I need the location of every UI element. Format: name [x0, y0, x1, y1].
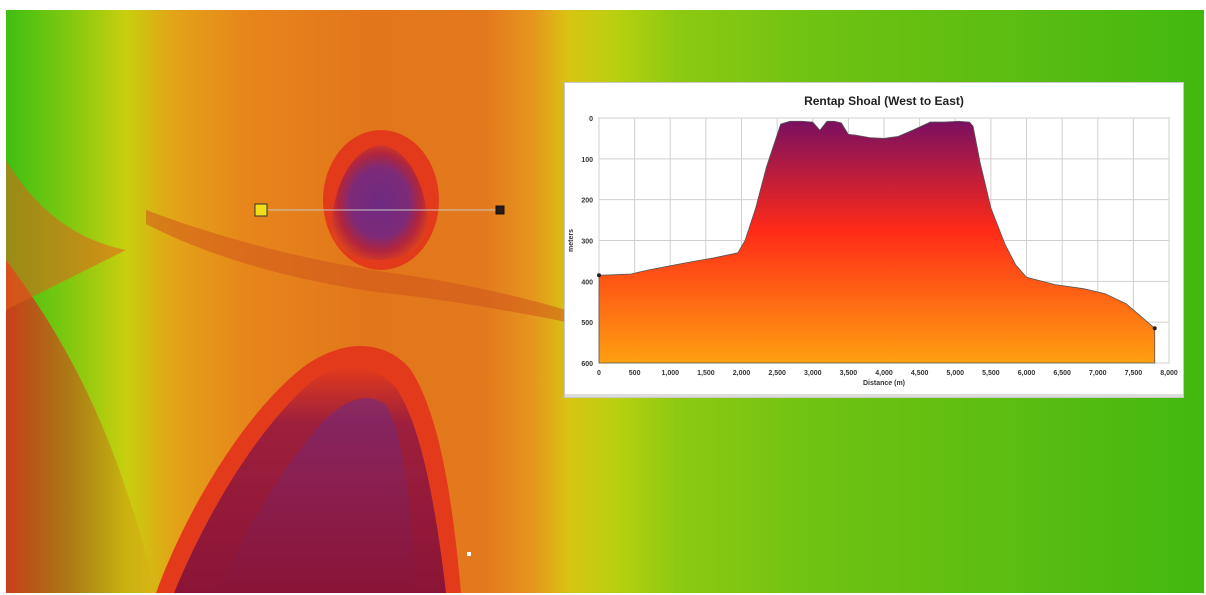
- map-marker[interactable]: [467, 552, 471, 556]
- x-tick-label: 4,500: [911, 370, 929, 377]
- x-tick-label: 0: [597, 370, 601, 377]
- shelf-ridge: [6, 160, 126, 310]
- x-tick-label: 7,000: [1089, 370, 1107, 377]
- south-shoal-core: [216, 398, 416, 593]
- north-shoal: [331, 145, 428, 260]
- y-tick-label: 600: [581, 361, 593, 368]
- x-tick-label: 3,000: [804, 370, 822, 377]
- chart-scrollbar[interactable]: [565, 394, 1183, 397]
- x-axis-label: Distance (m): [863, 380, 905, 387]
- y-tick-label: 200: [581, 198, 593, 205]
- x-tick-label: 5,000: [946, 370, 964, 377]
- y-axis-label: meters: [568, 229, 575, 252]
- transect-start-handle[interactable]: [254, 203, 268, 217]
- profile-end-point: [1152, 326, 1157, 331]
- x-tick-label: 6,000: [1018, 370, 1036, 377]
- depth-profile-chart: Rentap Shoal (West to East) 0 500 1,000 1,50…: [568, 94, 1178, 387]
- x-tick-label: 8,000: [1160, 370, 1178, 377]
- profile-start-point: [597, 273, 601, 278]
- y-tick-label: 400: [581, 279, 593, 286]
- transect-end-handle[interactable]: [495, 205, 505, 215]
- x-tick-label: 7,500: [1125, 370, 1143, 377]
- bathymetry-surface: [6, 130, 566, 593]
- x-tick-label: 1,500: [697, 370, 715, 377]
- y-tick-label: 0: [589, 116, 593, 123]
- x-tick-label: 6,500: [1053, 370, 1071, 377]
- depth-profile-area: [598, 120, 1156, 364]
- x-tick-label: 1,000: [661, 370, 679, 377]
- x-tick-label: 2,000: [733, 370, 751, 377]
- x-tick-label: 4,000: [875, 370, 893, 377]
- x-tick-label: 3,500: [840, 370, 858, 377]
- chart-title: Rentap Shoal (West to East): [804, 94, 964, 108]
- profile-chart-panel: Rentap Shoal (West to East) 0 500 1,000 1,50…: [564, 82, 1184, 398]
- y-tick-label: 300: [581, 239, 593, 246]
- y-tick-label: 500: [581, 320, 593, 327]
- x-tick-label: 500: [629, 370, 641, 377]
- x-tick-label: 2,500: [768, 370, 786, 377]
- x-tick-label: 5,500: [982, 370, 1000, 377]
- y-tick-label: 100: [581, 157, 593, 164]
- shelf-area: [6, 260, 156, 593]
- ridge-line: [146, 210, 566, 322]
